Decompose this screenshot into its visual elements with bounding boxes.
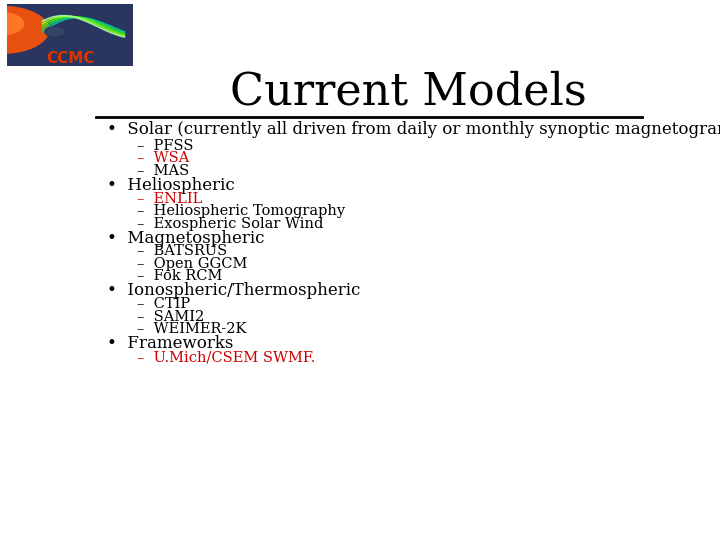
Text: –  SAMI2: – SAMI2 (138, 310, 204, 324)
Text: –  Fok RCM: – Fok RCM (138, 269, 222, 284)
Circle shape (45, 27, 65, 37)
Text: •  Solar (currently all driven from daily or monthly synoptic magnetograms): • Solar (currently all driven from daily… (107, 121, 720, 138)
Text: •  Ionospheric/Thermospheric: • Ionospheric/Thermospheric (107, 282, 360, 300)
Circle shape (0, 12, 24, 35)
Text: –  WSA: – WSA (138, 151, 190, 165)
Text: –  U.Mich/CSEM SWMF.: – U.Mich/CSEM SWMF. (138, 350, 316, 364)
Text: –  Exospheric Solar Wind: – Exospheric Solar Wind (138, 217, 324, 231)
Text: –  CTIP: – CTIP (138, 298, 191, 311)
Text: •  Frameworks: • Frameworks (107, 335, 233, 352)
Text: Current Models: Current Models (230, 70, 586, 113)
Text: CCMC: CCMC (46, 51, 94, 66)
Circle shape (0, 6, 49, 53)
Text: –  BATSRUS: – BATSRUS (138, 245, 228, 259)
Text: –  Heliospheric Tomography: – Heliospheric Tomography (138, 204, 346, 218)
Text: •  Heliospheric: • Heliospheric (107, 177, 235, 194)
Circle shape (46, 28, 64, 36)
Text: –  ENLIL: – ENLIL (138, 192, 203, 206)
Text: –  WEIMER-2K: – WEIMER-2K (138, 322, 247, 336)
Text: –  PFSS: – PFSS (138, 139, 194, 153)
Text: –  Open GGCM: – Open GGCM (138, 257, 248, 271)
Text: •  Magnetospheric: • Magnetospheric (107, 230, 264, 247)
Text: –  MAS: – MAS (138, 164, 189, 178)
